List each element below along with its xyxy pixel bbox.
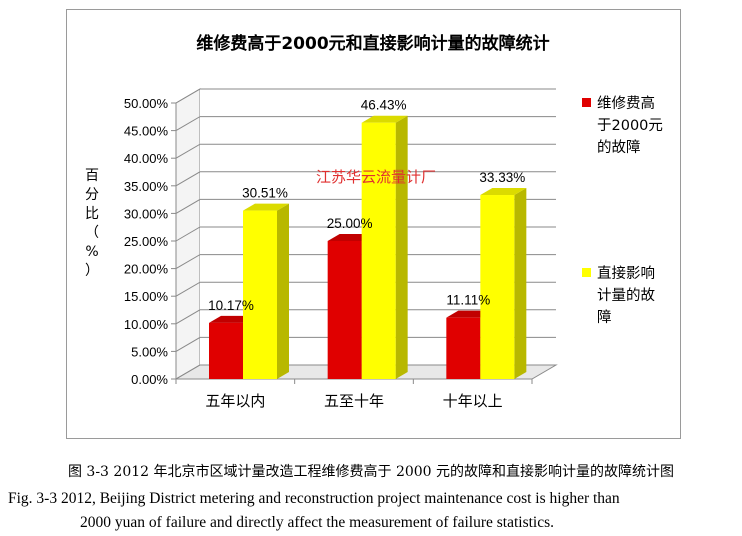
bar-front — [480, 195, 515, 379]
gridline — [175, 254, 556, 270]
figure-caption-english-line1: Fig. 3-3 2012, Beijing District metering… — [8, 490, 620, 507]
bar — [480, 188, 527, 379]
data-label: 10.17% — [208, 298, 254, 313]
bar — [243, 203, 289, 379]
y-tick-label: 50.00% — [124, 96, 169, 111]
y-axis-label-char: （ — [85, 225, 99, 241]
gridline — [175, 364, 556, 380]
legend-swatch — [582, 268, 591, 277]
y-axis-label: 百分比 （% ） — [85, 168, 99, 279]
gridlines — [175, 88, 556, 380]
gridline — [175, 143, 556, 159]
x-axis: 五年以内 五至十年 十年以上 — [175, 378, 533, 410]
y-axis-label-char: ） — [85, 263, 99, 279]
bar — [361, 115, 408, 380]
legend-label: 计量的故 — [597, 287, 655, 304]
y-axis-label-char: 百 — [85, 168, 99, 184]
bar-front — [327, 241, 362, 379]
data-label: 11.11% — [446, 293, 490, 308]
bar-chart: 0.00% 5.00% 10.00% 15.00% 20.00% 25.00% 30.00%… — [85, 33, 663, 410]
y-tick-label: 25.00% — [124, 234, 169, 249]
legend-swatch — [582, 98, 591, 107]
data-label: 30.51% — [242, 186, 288, 201]
bar-front — [209, 322, 243, 379]
bar-side — [277, 203, 289, 379]
gridline — [175, 88, 556, 104]
bar-front — [361, 122, 396, 380]
legend-label: 维修费高 — [597, 95, 655, 112]
data-labels: 10.17% 30.51% 25.00% 46.43% 11.11% 33.33% — [208, 98, 525, 313]
x-tick-label: 五至十年 — [324, 392, 384, 410]
figure-caption-chinese: 图 3-3 2012 年北京市区域计量改造工程维修费高于 2000 元的故障和直… — [67, 464, 675, 480]
gridline — [175, 336, 556, 352]
y-tick-label: 0.00% — [131, 372, 168, 387]
legend-item: 直接影响计量的故障 — [582, 265, 655, 326]
watermark-text: 江苏华云流量计厂 — [316, 168, 436, 186]
bar-front — [446, 317, 481, 379]
y-axis-label-char: 分 — [85, 187, 99, 203]
y-tick-label: 40.00% — [124, 151, 169, 166]
y-tick-label: 20.00% — [124, 262, 169, 277]
x-tick-label: 十年以上 — [443, 392, 503, 410]
y-tick-label: 30.00% — [124, 206, 169, 221]
legend-label: 障 — [597, 308, 612, 326]
bar-top — [361, 115, 408, 123]
y-tick-label: 15.00% — [124, 289, 169, 304]
y-tick-label: 35.00% — [124, 179, 169, 194]
legend-label: 于2000元 — [597, 118, 663, 134]
data-label: 25.00% — [327, 216, 373, 231]
data-label: 33.33% — [479, 170, 525, 185]
y-axis: 0.00% 5.00% 10.00% 15.00% 20.00% 25.00% 30.00%… — [124, 96, 177, 387]
gridline — [175, 171, 556, 187]
x-tick-label: 五年以内 — [205, 392, 265, 410]
gridline — [175, 116, 556, 132]
gridline — [175, 226, 556, 242]
gridline — [175, 309, 556, 325]
figure-caption-english-line2: 2000 yuan of failure and directly affect… — [80, 514, 555, 531]
y-tick-label: 10.00% — [124, 317, 169, 332]
bar-top — [480, 188, 527, 196]
gridline — [175, 198, 556, 214]
legend-label: 直接影响 — [597, 265, 655, 282]
legend-label: 的故障 — [597, 138, 641, 156]
y-tick-label: 45.00% — [124, 124, 169, 139]
bars — [209, 115, 527, 380]
y-tick-label: 5.00% — [131, 344, 168, 359]
bar-front — [243, 210, 277, 379]
bar-side — [395, 115, 408, 380]
y-axis-label-char: % — [85, 244, 98, 260]
chart-title: 维修费高于2000元和直接影响计量的故障统计 — [196, 33, 549, 54]
y-axis-label-char: 比 — [85, 206, 99, 222]
bar-side — [514, 188, 527, 379]
data-label: 46.43% — [361, 98, 407, 113]
bar-top — [243, 203, 289, 211]
gridline — [175, 281, 556, 297]
